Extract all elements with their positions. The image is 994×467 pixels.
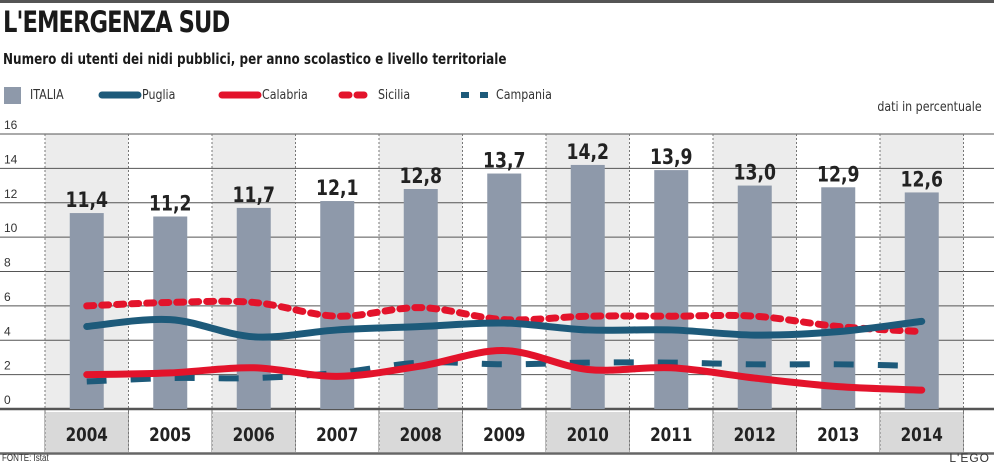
legend-item-puglia: Puglia <box>98 84 181 106</box>
x-tick-label: 2004 <box>66 424 108 446</box>
legend-item-calabria: Calabria <box>218 84 316 106</box>
unit-note: dati in percentuale <box>877 100 982 115</box>
x-tick-label: 2009 <box>483 424 525 446</box>
bar-italia-2013 <box>821 187 856 409</box>
legend: ITALIA Puglia Calabria Sicilia Campania <box>0 84 994 106</box>
x-tick-label: 2012 <box>734 424 776 446</box>
line-campania <box>86 359 922 385</box>
legend-item-italia: ITALIA <box>4 84 70 106</box>
y-tick-label: 0 <box>4 393 11 407</box>
x-tick-label: 2005 <box>149 424 191 446</box>
x-tick-label: 2011 <box>650 424 692 446</box>
legend-label-campania: Campania <box>496 87 552 103</box>
y-tick-label: 8 <box>4 256 11 270</box>
legend-swatch-puglia <box>98 91 142 99</box>
legend-swatch-campania <box>461 92 491 98</box>
bar-italia-2012 <box>737 185 772 409</box>
bar-value-label: 13,7 <box>483 148 525 173</box>
source-note: FONTE: Istat <box>2 453 49 464</box>
year-band <box>212 412 296 452</box>
y-tick-label: 14 <box>4 152 18 166</box>
legend-swatch-calabria <box>218 91 262 99</box>
year-band <box>546 412 630 452</box>
legend-item-campania: Campania <box>460 84 562 106</box>
x-tick-label: 2014 <box>901 424 943 446</box>
bar-value-label: 11,4 <box>66 187 108 212</box>
y-tick-label: 2 <box>4 359 11 373</box>
y-tick-label: 4 <box>4 324 11 338</box>
bar-value-label: 11,7 <box>233 182 275 207</box>
bar-italia-2008 <box>403 189 438 409</box>
y-tick-label: 6 <box>4 290 11 304</box>
chart-area: 0 2 4 6 8 10 12 14 16 11,4 11,2 11,7 12,1 12,8 13,7 14,… <box>0 118 994 455</box>
bar-value-label: 12,8 <box>400 163 442 188</box>
bar-italia-2009 <box>487 173 522 409</box>
bar-value-label: 12,9 <box>817 162 859 187</box>
legend-label-sicilia: Sicilia <box>378 87 411 103</box>
top-rule <box>0 0 994 3</box>
year-band <box>45 412 129 452</box>
chart-title: L'EMERGENZA SUD <box>3 5 230 39</box>
x-tick-label: 2007 <box>316 424 358 446</box>
bar-value-label: 13,0 <box>734 160 776 185</box>
bar-value-label: 12,1 <box>316 175 358 200</box>
bar-italia-2014 <box>904 192 939 409</box>
bar-value-label: 11,2 <box>149 191 191 216</box>
legend-swatch-italia <box>4 86 21 104</box>
year-band <box>379 412 463 452</box>
y-tick-label: 12 <box>4 187 18 201</box>
legend-label-puglia: Puglia <box>142 87 176 103</box>
publisher-logo: L'EGO <box>949 451 990 465</box>
year-band <box>880 412 964 452</box>
bar-value-label: 12,6 <box>901 167 943 192</box>
year-band <box>713 412 797 452</box>
x-tick-label: 2008 <box>400 424 442 446</box>
legend-label-calabria: Calabria <box>262 87 308 103</box>
x-tick-label: 2013 <box>817 424 859 446</box>
bar-value-label: 14,2 <box>567 139 609 164</box>
legend-item-sicilia: Sicilia <box>338 84 416 106</box>
x-tick-label: 2006 <box>233 424 275 446</box>
y-tick-label: 16 <box>4 118 18 132</box>
legend-label-italia: ITALIA <box>30 87 64 103</box>
bar-italia-2011 <box>654 170 689 409</box>
x-tick-label: 2010 <box>567 424 609 446</box>
legend-swatch-sicilia <box>338 91 374 99</box>
y-tick-label: 10 <box>4 221 18 235</box>
bar-value-label: 13,9 <box>650 144 692 169</box>
chart-subtitle: Numero di utenti dei nidi pubblici, per … <box>3 50 507 68</box>
